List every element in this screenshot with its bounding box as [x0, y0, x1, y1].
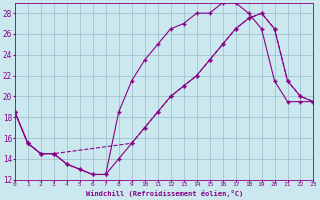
- X-axis label: Windchill (Refroidissement éolien,°C): Windchill (Refroidissement éolien,°C): [85, 190, 243, 197]
